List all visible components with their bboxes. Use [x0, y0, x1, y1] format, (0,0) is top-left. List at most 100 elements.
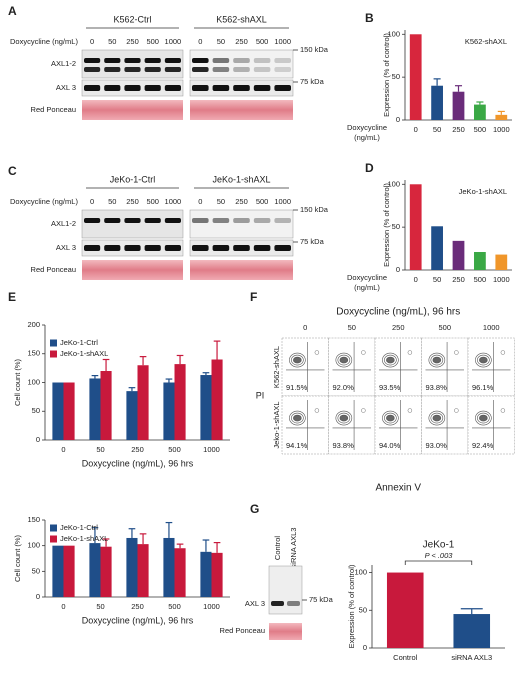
contour: [477, 354, 490, 366]
x-tick-label: 1000: [493, 275, 510, 284]
panel-letter: E: [8, 290, 16, 304]
band: [84, 85, 101, 91]
band: [233, 85, 250, 91]
flow-cell: [374, 337, 422, 397]
contour: [500, 350, 506, 355]
flow-cell: [328, 395, 376, 455]
contour: [293, 414, 302, 422]
panel-letter: F: [250, 290, 257, 304]
y-axis-label: PI: [256, 390, 265, 400]
x-tick-label: 0: [61, 602, 65, 611]
band: [274, 85, 291, 91]
x-tick-label: 0: [414, 275, 418, 284]
legend-swatch: [50, 350, 57, 358]
contour: [454, 408, 459, 413]
group-title: K562-Ctrl: [113, 14, 151, 24]
blot-strip: [81, 49, 184, 79]
column-label: 0: [303, 323, 307, 332]
chart-title: JeKo-1: [423, 540, 455, 551]
contour: [432, 414, 442, 422]
band: [164, 218, 181, 223]
flow-cell: [281, 395, 329, 455]
contour: [384, 412, 397, 424]
band: [104, 58, 121, 63]
column-label: 1000: [483, 323, 500, 332]
bar: [431, 85, 443, 120]
bar: [52, 545, 64, 597]
bar: [386, 572, 424, 648]
y-tick-label: 100: [27, 541, 40, 550]
band: [124, 218, 141, 223]
contour: [407, 350, 413, 355]
x-axis-label: (ng/mL): [354, 133, 380, 142]
x-tick-label: 500: [474, 275, 487, 284]
lane-label: Control: [273, 536, 282, 561]
lane-label: 50: [217, 37, 225, 46]
band: [104, 85, 121, 91]
band: [233, 67, 250, 72]
band: [84, 245, 101, 251]
y-tick-label: 0: [36, 592, 40, 601]
contour: [339, 356, 349, 364]
bar: [452, 91, 465, 120]
doxy-label: Doxycycline (ng/mL): [10, 37, 78, 46]
band: [212, 58, 230, 63]
ponceau-strip: [190, 100, 293, 120]
bar: [452, 240, 465, 270]
contour: [291, 412, 304, 424]
x-tick-label: 500: [168, 602, 181, 611]
y-tick-label: 100: [354, 568, 367, 577]
legend-label: JeKo-1-shAXL: [60, 534, 108, 543]
bar: [474, 104, 486, 120]
annotation: P < .003: [425, 551, 454, 560]
lane-label: 250: [126, 197, 139, 206]
y-axis-label: Cell count (%): [13, 534, 22, 582]
band: [144, 58, 161, 63]
contour: [382, 352, 399, 368]
bar: [200, 375, 212, 440]
band: [212, 218, 230, 223]
percent-label: 94.1%: [286, 441, 308, 450]
contour: [386, 356, 395, 364]
row-label: AXL 3: [56, 243, 76, 252]
x-tick-label: siRNA AXL3: [451, 653, 492, 662]
percent-label: 93.8%: [333, 441, 355, 450]
band: [164, 85, 181, 91]
lane-label: 50: [108, 197, 116, 206]
bar: [100, 546, 112, 597]
bar: [453, 614, 491, 648]
row-label: Red Ponceau: [31, 105, 76, 114]
y-tick-label: 50: [392, 222, 400, 231]
x-axis-label: Doxycycline (ng/mL), 96 hrs: [82, 615, 194, 625]
bar: [63, 382, 75, 440]
percent-label: 92.0%: [333, 383, 355, 392]
lane-label: 1000: [274, 197, 291, 206]
x-tick-label: 1000: [493, 125, 510, 134]
band: [287, 601, 300, 606]
lane-label: 500: [146, 37, 159, 46]
band: [84, 218, 101, 223]
panel-letter: A: [8, 4, 17, 18]
y-tick-label: 100: [27, 377, 40, 386]
bar: [137, 365, 149, 440]
flow-cell: [421, 337, 469, 397]
bar: [52, 382, 64, 440]
x-tick-label: 500: [474, 125, 487, 134]
group-title: JeKo-1-Ctrl: [110, 174, 156, 184]
y-axis-label: Cell count (%): [13, 358, 22, 406]
x-tick-label: 1000: [203, 445, 220, 454]
x-tick-label: Control: [393, 653, 418, 662]
band: [144, 67, 161, 72]
ponceau-strip: [269, 623, 302, 640]
column-label: 50: [348, 323, 356, 332]
row-label: AXL 3: [245, 599, 265, 608]
row-label: AXL1-2: [51, 219, 76, 228]
band: [124, 58, 141, 63]
x-tick-label: 0: [61, 445, 65, 454]
x-tick-label: 250: [452, 275, 465, 284]
contour: [407, 408, 413, 413]
legend-swatch: [50, 524, 57, 532]
bar: [495, 114, 508, 120]
marker-label: 75 kDa: [300, 237, 325, 246]
x-tick-label: 250: [131, 602, 144, 611]
